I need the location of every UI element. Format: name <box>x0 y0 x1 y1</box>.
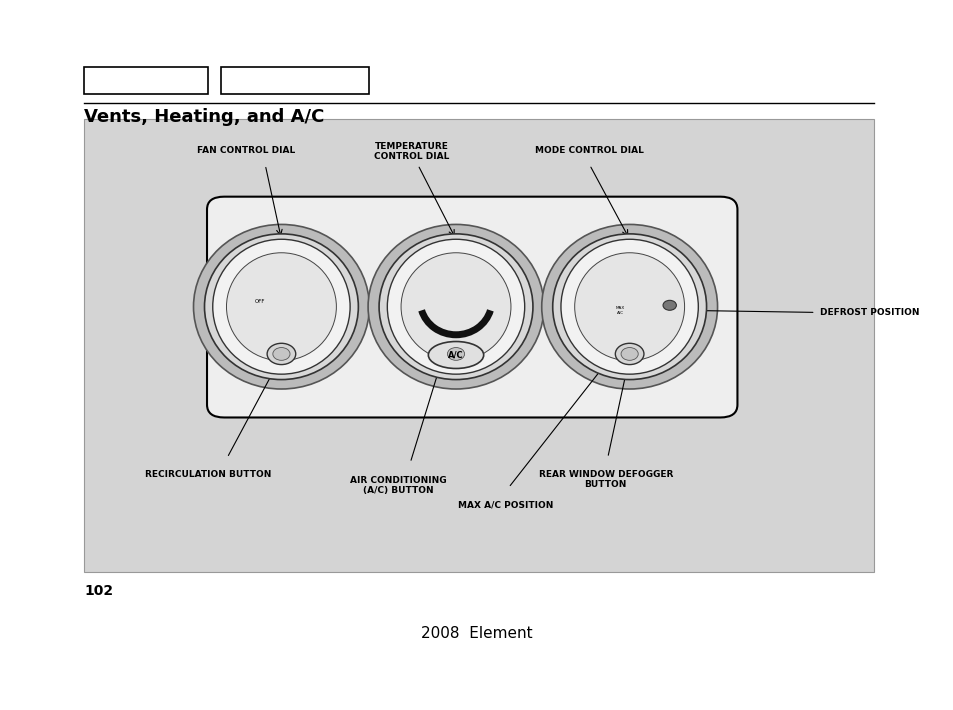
FancyBboxPatch shape <box>84 119 873 572</box>
Text: A/C: A/C <box>448 351 463 359</box>
Text: MAX
A/C: MAX A/C <box>615 306 624 315</box>
Text: DEFROST POSITION: DEFROST POSITION <box>820 308 919 317</box>
Text: FAN CONTROL DIAL: FAN CONTROL DIAL <box>197 146 294 155</box>
Ellipse shape <box>226 253 336 361</box>
Ellipse shape <box>615 344 643 365</box>
Text: OFF: OFF <box>254 298 266 304</box>
Ellipse shape <box>387 239 524 374</box>
Circle shape <box>662 300 676 310</box>
Ellipse shape <box>400 253 511 361</box>
Text: MAX A/C POSITION: MAX A/C POSITION <box>457 501 553 510</box>
Ellipse shape <box>441 344 470 365</box>
Ellipse shape <box>560 239 698 374</box>
Ellipse shape <box>267 344 295 365</box>
Text: RECIRCULATION BUTTON: RECIRCULATION BUTTON <box>145 470 271 479</box>
Ellipse shape <box>447 348 464 361</box>
Ellipse shape <box>273 348 290 361</box>
Text: TEMPERATURE
CONTROL DIAL: TEMPERATURE CONTROL DIAL <box>374 142 450 161</box>
Text: MODE CONTROL DIAL: MODE CONTROL DIAL <box>535 146 643 155</box>
Ellipse shape <box>428 342 483 368</box>
Ellipse shape <box>541 224 717 389</box>
Ellipse shape <box>378 234 533 380</box>
FancyBboxPatch shape <box>221 67 369 94</box>
Ellipse shape <box>574 253 684 361</box>
Text: AIR CONDITIONING
(A/C) BUTTON: AIR CONDITIONING (A/C) BUTTON <box>350 476 447 495</box>
Ellipse shape <box>204 234 358 380</box>
Ellipse shape <box>552 234 706 380</box>
Text: REAR WINDOW DEFOGGER
BUTTON: REAR WINDOW DEFOGGER BUTTON <box>538 470 672 489</box>
Ellipse shape <box>620 348 638 361</box>
Ellipse shape <box>213 239 350 374</box>
Text: 102: 102 <box>84 584 113 598</box>
FancyBboxPatch shape <box>207 197 737 417</box>
FancyBboxPatch shape <box>84 67 208 94</box>
Ellipse shape <box>368 224 543 389</box>
Text: Vents, Heating, and A/C: Vents, Heating, and A/C <box>84 108 324 126</box>
Text: 2008  Element: 2008 Element <box>420 626 533 641</box>
Ellipse shape <box>193 224 369 389</box>
